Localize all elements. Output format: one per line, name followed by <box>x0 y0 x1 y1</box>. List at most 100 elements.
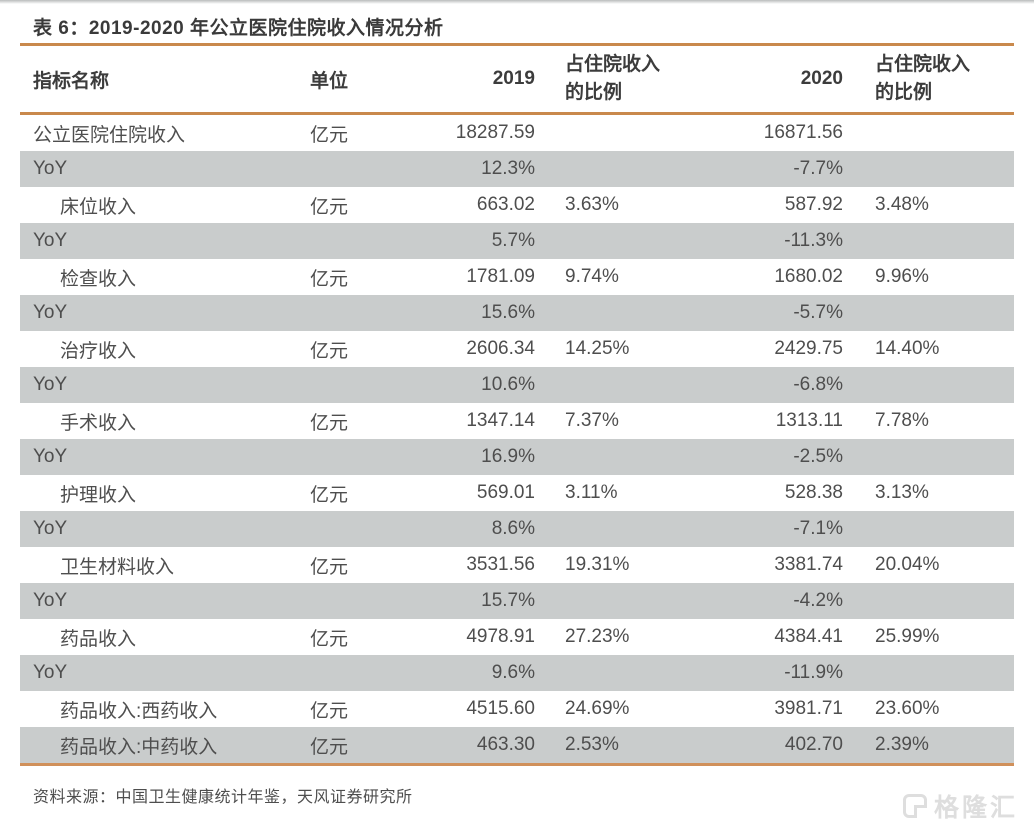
unit-cell: 亿元 <box>310 340 349 362</box>
indicator-cell: YoY <box>33 302 68 323</box>
table-row: YoY 10.6% -6.8% <box>20 367 1014 403</box>
share-2019-cell <box>545 511 700 547</box>
share-2020-cell <box>853 511 1014 547</box>
unit-cell <box>310 511 420 547</box>
gelonghui-logo-text: 格隆汇 <box>933 794 1018 822</box>
share-2019-cell: 9.74% <box>565 266 619 287</box>
gelonghui-logo-icon <box>902 794 927 818</box>
value-2019-cell: 663.02 <box>476 194 535 215</box>
unit-cell: 亿元 <box>310 412 349 434</box>
col-header-2020: 2020 <box>800 68 843 89</box>
unit-cell: 亿元 <box>310 268 349 290</box>
table-row: 公立医院住院收入 亿元 18287.59 16871.56 <box>20 114 1014 152</box>
unit-cell: 亿元 <box>310 628 349 650</box>
table-row: YoY 15.6% -5.7% <box>20 295 1014 331</box>
value-2020-cell: 528.38 <box>784 482 843 503</box>
share-2019-cell <box>545 223 700 259</box>
col-header-share-2020-label: 占住院收入的比例 <box>875 54 971 103</box>
share-2019-cell <box>545 295 700 331</box>
value-2019-cell: 12.3% <box>481 158 535 179</box>
share-2020-cell: 14.40% <box>875 338 940 359</box>
table-row: YoY 9.6% -11.9% <box>20 655 1014 691</box>
share-2020-cell: 3.13% <box>875 482 929 503</box>
table-row: 药品收入 亿元 4978.91 27.23% 4384.41 25.99% <box>20 619 1014 655</box>
col-header-2019: 2019 <box>492 68 535 89</box>
table-row: YoY 16.9% -2.5% <box>20 439 1014 475</box>
share-2020-cell <box>853 114 1014 152</box>
value-2020-cell: -7.7% <box>793 158 843 179</box>
value-2020-cell: 402.70 <box>784 734 843 755</box>
table-row: 药品收入:中药收入 亿元 463.30 2.53% 402.70 2.39% <box>20 727 1014 765</box>
value-2020-cell: -6.8% <box>793 374 843 395</box>
table-row: 卫生材料收入 亿元 3531.56 19.31% 3381.74 20.04% <box>20 547 1014 583</box>
value-2019-cell: 569.01 <box>476 482 535 503</box>
share-2020-cell: 9.96% <box>875 266 929 287</box>
value-2020-cell: 1680.02 <box>774 266 843 287</box>
share-2020-cell: 7.78% <box>875 410 929 431</box>
table-row: 护理收入 亿元 569.01 3.11% 528.38 3.13% <box>20 475 1014 511</box>
share-2019-cell <box>545 655 700 691</box>
value-2020-cell: 3381.74 <box>774 554 843 575</box>
value-2020-cell: -4.2% <box>793 590 843 611</box>
indicator-cell: 手术收入 <box>60 412 137 434</box>
share-2020-cell <box>853 223 1014 259</box>
share-2019-cell <box>545 151 700 187</box>
value-2019-cell: 15.7% <box>481 590 535 611</box>
share-2019-cell <box>545 439 700 475</box>
unit-cell <box>310 367 420 403</box>
value-2020-cell: 1313.11 <box>775 410 843 431</box>
value-2019-cell: 2606.34 <box>466 338 535 359</box>
table-row: YoY 8.6% -7.1% <box>20 511 1014 547</box>
value-2020-cell: -7.1% <box>793 518 843 539</box>
share-2019-cell: 2.53% <box>565 734 619 755</box>
col-header-indicator: 指标名称 <box>33 70 110 92</box>
unit-cell: 亿元 <box>310 700 349 722</box>
value-2019-cell: 18287.59 <box>455 122 535 143</box>
unit-cell <box>310 439 420 475</box>
table-row: YoY 12.3% -7.7% <box>20 151 1014 187</box>
share-2020-cell <box>853 583 1014 619</box>
unit-cell: 亿元 <box>310 484 349 506</box>
table-row: 床位收入 亿元 663.02 3.63% 587.92 3.48% <box>20 187 1014 223</box>
indicator-cell: 药品收入:西药收入 <box>60 700 218 722</box>
share-2019-cell: 27.23% <box>565 626 630 647</box>
share-2019-cell <box>545 583 700 619</box>
value-2019-cell: 8.6% <box>491 518 535 539</box>
indicator-cell: YoY <box>33 446 68 467</box>
value-2020-cell: 16871.56 <box>763 122 843 143</box>
indicator-cell: 卫生材料收入 <box>60 556 175 578</box>
value-2019-cell: 3531.56 <box>466 554 535 575</box>
share-2019-cell: 3.63% <box>565 194 619 215</box>
share-2020-cell: 25.99% <box>875 626 940 647</box>
gelonghui-watermark: 格隆汇 <box>902 788 1018 824</box>
share-2020-cell <box>853 151 1014 187</box>
share-2020-cell <box>853 439 1014 475</box>
share-2020-cell: 23.60% <box>875 698 940 719</box>
unit-cell <box>310 223 420 259</box>
value-2019-cell: 9.6% <box>491 662 535 683</box>
indicator-cell: 公立医院住院收入 <box>33 124 186 146</box>
unit-cell <box>310 655 420 691</box>
unit-cell: 亿元 <box>310 124 349 146</box>
indicator-cell: 治疗收入 <box>60 340 137 362</box>
col-header-share-2019: 占住院收入的比例 <box>545 45 700 114</box>
share-2019-cell: 24.69% <box>565 698 630 719</box>
header-row: 指标名称 单位 2019 占住院收入的比例 2020 占住院收入的比例 <box>20 45 1014 114</box>
share-2020-cell: 2.39% <box>875 734 929 755</box>
value-2019-cell: 4515.60 <box>466 698 535 719</box>
table-row: YoY 5.7% -11.3% <box>20 223 1014 259</box>
share-2019-cell: 19.31% <box>565 554 630 575</box>
value-2020-cell: 587.92 <box>784 194 843 215</box>
value-2019-cell: 10.6% <box>481 374 535 395</box>
value-2019-cell: 1781.09 <box>466 266 535 287</box>
value-2019-cell: 4978.91 <box>466 626 535 647</box>
col-header-share-2020: 占住院收入的比例 <box>853 45 1014 114</box>
value-2020-cell: 4384.41 <box>774 626 843 647</box>
value-2020-cell: 3981.71 <box>774 698 843 719</box>
unit-cell: 亿元 <box>310 736 349 758</box>
unit-cell: 亿元 <box>310 556 349 578</box>
value-2019-cell: 1347.14 <box>466 410 535 431</box>
share-2019-cell: 7.37% <box>565 410 619 431</box>
indicator-cell: 药品收入:中药收入 <box>60 736 218 758</box>
